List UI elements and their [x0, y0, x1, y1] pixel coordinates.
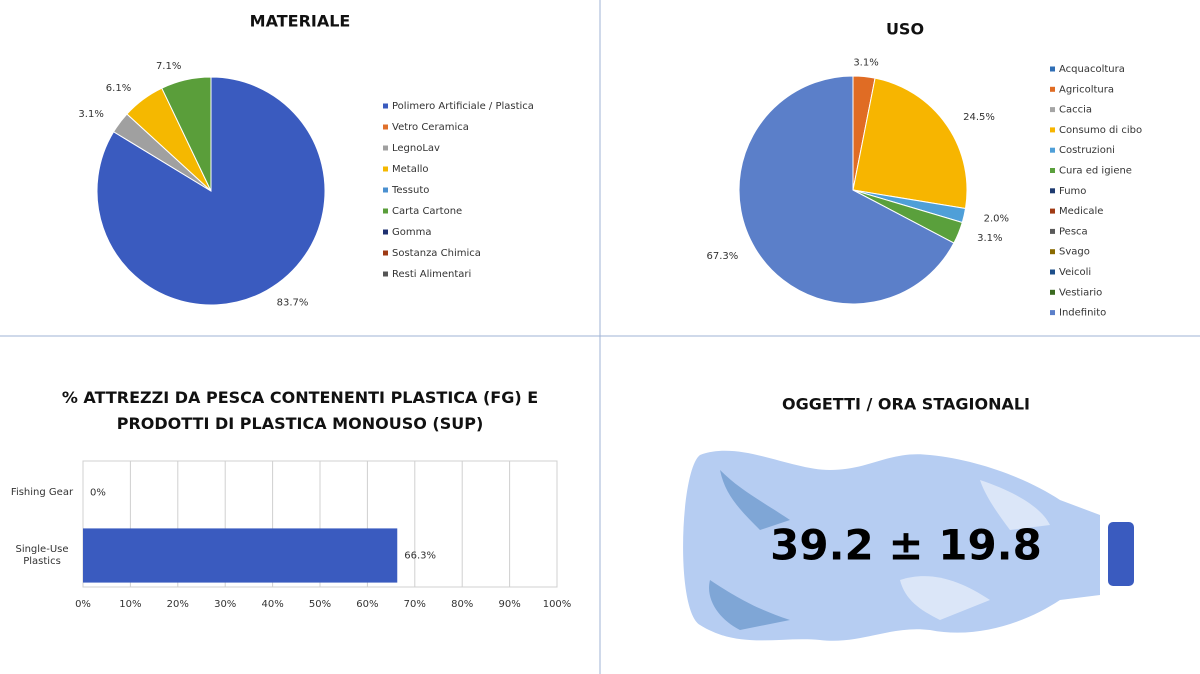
x-tick-label: 50%	[309, 599, 331, 610]
legend-label: Veicoli	[1059, 267, 1091, 278]
data-label: 83.7%	[277, 298, 309, 309]
legend-swatch	[1050, 66, 1055, 72]
data-label: 66.3%	[404, 551, 436, 562]
legend-swatch	[383, 103, 388, 109]
data-label: 3.1%	[78, 109, 103, 120]
legend-label: Polimero Artificiale / Plastica	[392, 101, 534, 112]
y-tick-label: Fishing Gear	[10, 486, 74, 498]
legend-swatch	[1050, 249, 1055, 255]
data-label: 3.1%	[853, 58, 878, 69]
pie-slice	[161, 76, 212, 192]
data-label: 3.1%	[977, 233, 1002, 244]
data-label: 0%	[90, 488, 106, 499]
legend-label: Fumo	[1059, 186, 1086, 197]
bottle-cap	[1108, 522, 1134, 586]
chart-title: MATERIALE	[250, 12, 351, 31]
legend-swatch	[383, 145, 388, 151]
bottle-highlight	[900, 576, 990, 620]
kpi-title: OGGETTI / ORA STAGIONALI	[782, 395, 1030, 414]
legend-label: Caccia	[1059, 105, 1092, 116]
data-label: 2.0%	[984, 214, 1009, 225]
data-label: 67.3%	[707, 251, 739, 262]
bottle-shade	[709, 580, 790, 630]
legend-label: Consumo di cibo	[1059, 125, 1142, 136]
data-label: 7.1%	[156, 61, 181, 72]
x-tick-label: 80%	[451, 599, 473, 610]
data-label: 24.5%	[963, 112, 995, 123]
bottle	[683, 450, 1134, 641]
legend-swatch	[1050, 86, 1055, 92]
x-tick-label: 30%	[214, 599, 236, 610]
legend-swatch	[383, 124, 388, 130]
legend-label: Metallo	[392, 164, 429, 175]
legend-swatch	[1050, 289, 1055, 295]
x-tick-label: 100%	[543, 599, 572, 610]
y-tick-label: Single-Use Plastics	[15, 543, 69, 567]
legend-swatch	[383, 187, 388, 193]
x-tick-label: 20%	[167, 599, 189, 610]
legend-swatch	[1050, 310, 1055, 316]
x-tick-label: 40%	[261, 599, 283, 610]
x-tick-label: 60%	[356, 599, 378, 610]
pie-slice	[96, 76, 326, 306]
legend-label: Costruzioni	[1059, 145, 1115, 156]
legend-label: Pesca	[1059, 226, 1088, 237]
legend-swatch	[1050, 107, 1055, 113]
legend-label: Sostanza Chimica	[392, 248, 481, 259]
chart-title-box: % ATTREZZI DA PESCA CONTENENTI PLASTICA …	[61, 388, 539, 433]
chart-title: % ATTREZZI DA PESCA CONTENENTI PLASTICA …	[61, 388, 539, 433]
kpi-value: 39.2 ± 19.8	[770, 521, 1042, 570]
legend-label: Agricoltura	[1059, 84, 1114, 95]
bar	[83, 528, 398, 583]
legend-label: Cura ed igiene	[1059, 166, 1132, 177]
x-tick-label: 90%	[498, 599, 520, 610]
legend-label: Carta Cartone	[392, 206, 462, 217]
legend-swatch	[1050, 127, 1055, 133]
y-tick-label-box: Single-Use Plastics	[15, 543, 69, 567]
legend-swatch	[383, 166, 388, 172]
legend-label: LegnoLav	[392, 143, 440, 154]
x-tick-label: 0%	[75, 599, 91, 610]
legend-label: Indefinito	[1059, 308, 1106, 319]
legend-swatch	[1050, 228, 1055, 234]
legend-swatch	[1050, 147, 1055, 153]
legend-label: Acquacoltura	[1059, 64, 1125, 75]
pie-slice	[852, 77, 968, 210]
data-label: 6.1%	[106, 83, 131, 94]
legend-label: Svago	[1059, 247, 1090, 258]
bottle-highlight	[980, 480, 1050, 530]
chart-title: USO	[886, 20, 924, 39]
legend-swatch	[383, 271, 388, 277]
legend-label: Resti Alimentari	[392, 269, 471, 280]
legend-label: Gomma	[392, 227, 431, 238]
x-tick-label: 70%	[404, 599, 426, 610]
legend-swatch	[1050, 168, 1055, 173]
legend-label: Vestiario	[1059, 287, 1102, 298]
legend-swatch	[383, 208, 388, 214]
bottle-shade	[720, 470, 790, 530]
legend-swatch	[1050, 188, 1055, 194]
legend-swatch	[1050, 269, 1055, 275]
pie-slice	[738, 75, 955, 305]
legend-label: Vetro Ceramica	[392, 122, 469, 133]
y-tick-label-box: Fishing Gear	[10, 486, 74, 498]
legend-swatch	[383, 229, 388, 235]
legend-label: Tessuto	[391, 185, 429, 196]
legend-swatch	[1050, 208, 1055, 214]
legend-swatch	[383, 250, 388, 256]
legend-label: Medicale	[1059, 206, 1103, 217]
x-tick-label: 10%	[119, 599, 141, 610]
